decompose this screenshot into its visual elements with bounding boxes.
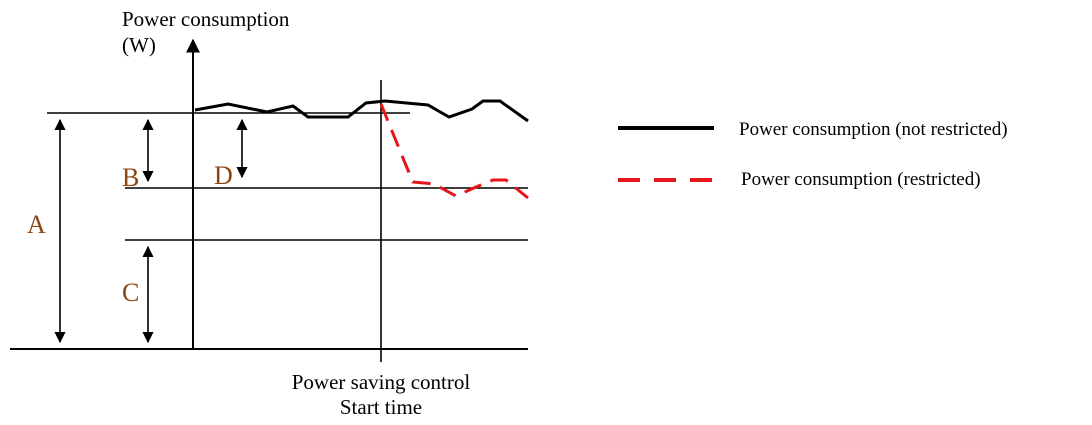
y-axis-unit-label: (W) <box>122 33 156 57</box>
y-axis-label: Power consumption <box>122 7 290 31</box>
legend: Power consumption (not restricted) Power… <box>618 119 1008 190</box>
legend-label-not-restricted: Power consumption (not restricted) <box>739 119 1008 140</box>
start-time-label: Power saving control <box>292 370 471 394</box>
dimension-label-d: D <box>214 161 233 190</box>
dimension-label-b: B <box>122 163 139 192</box>
dimension-label-c: C <box>122 278 139 307</box>
start-time-label-line2: Start time <box>340 395 422 419</box>
curve-restricted <box>379 103 529 200</box>
dimension-label-a: A <box>27 210 46 239</box>
legend-label-restricted: Power consumption (restricted) <box>741 169 981 190</box>
curve-not-restricted <box>194 99 529 123</box>
